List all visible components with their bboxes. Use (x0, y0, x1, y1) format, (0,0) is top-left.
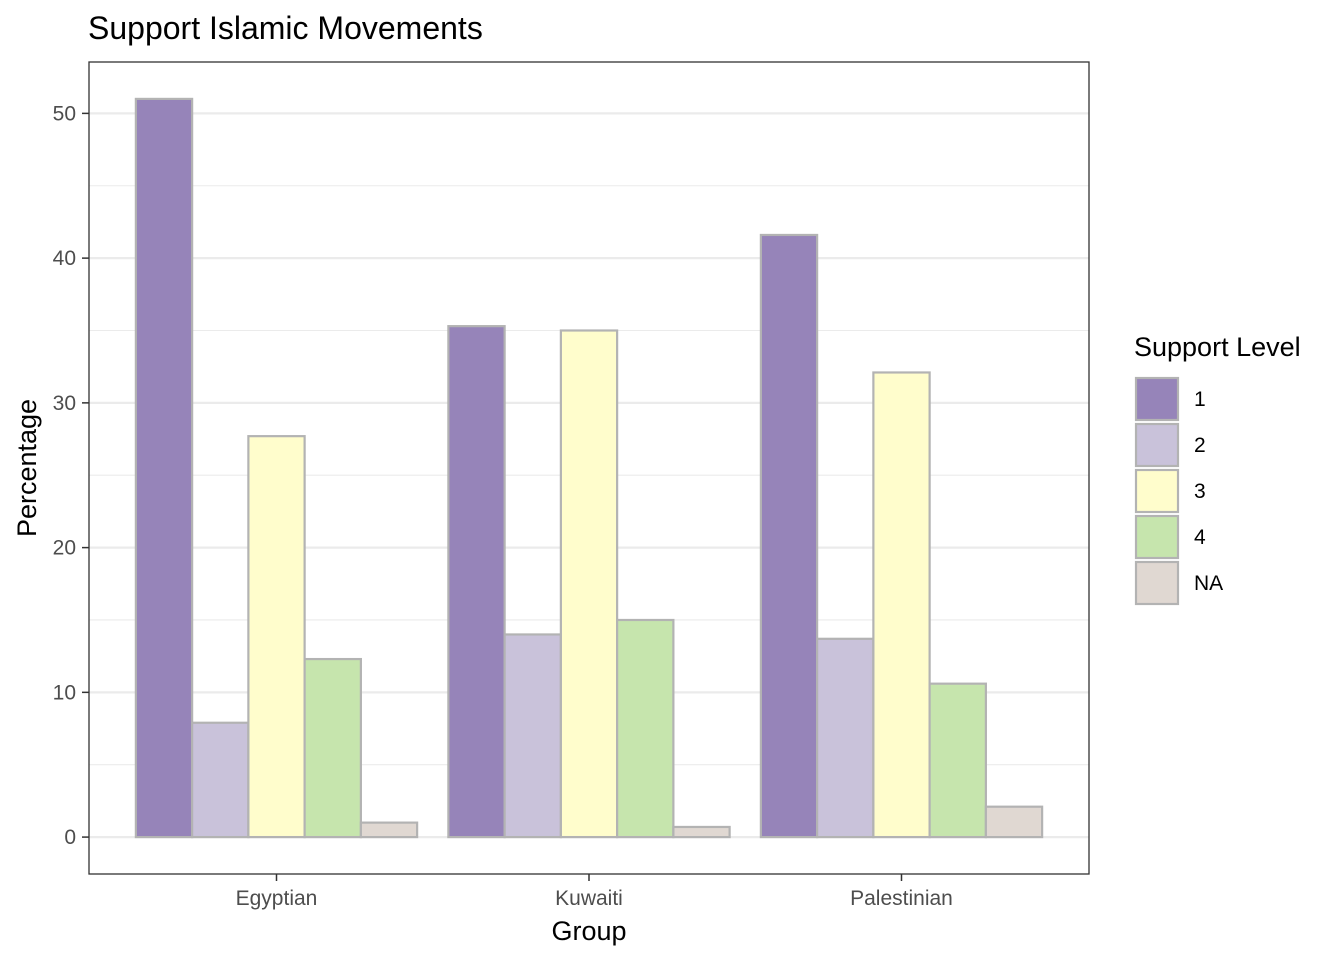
bar-palestinian-na (984, 805, 1044, 839)
bar-egyptian-na (359, 821, 419, 839)
legend-key-na (1134, 560, 1180, 606)
legend-key-1 (1134, 376, 1180, 422)
bar-kuwaiti-na (672, 825, 731, 839)
bar-egyptian-2 (191, 721, 250, 839)
bar-palestinian-4 (928, 682, 987, 839)
bars (134, 97, 1044, 839)
legend-title: Support Level (1134, 332, 1301, 362)
legend: 1 2 3 4 NA (1134, 376, 1223, 606)
legend-key-3 (1134, 468, 1180, 514)
bar-kuwaiti-1 (447, 325, 506, 839)
y-tick-label: 50 (53, 102, 76, 125)
y-tick-label: 30 (53, 392, 76, 415)
x-tick-label: Palestinian (850, 887, 953, 910)
bar-kuwaiti-2 (503, 633, 562, 839)
legend-key-4 (1134, 514, 1180, 560)
legend-label: NA (1194, 572, 1223, 595)
legend-label: 2 (1194, 434, 1206, 457)
x-axis: Egyptian Kuwaiti Palestinian (236, 874, 953, 910)
legend-key-2 (1134, 422, 1180, 468)
y-tick-label: 10 (53, 681, 76, 704)
y-tick-label: 0 (64, 826, 76, 849)
bar-egyptian-3 (247, 435, 306, 839)
x-axis-title: Group (551, 916, 626, 946)
y-tick-label: 20 (53, 537, 76, 560)
y-tick-label: 40 (53, 247, 76, 270)
legend-label: 1 (1194, 388, 1206, 411)
legend-label: 4 (1194, 526, 1206, 549)
bar-palestinian-3 (872, 371, 931, 839)
bar-egyptian-1 (134, 97, 194, 839)
y-axis-title: Percentage (12, 399, 42, 537)
bar-palestinian-2 (816, 637, 875, 839)
bar-palestinian-1 (759, 233, 819, 839)
x-tick-label: Egyptian (236, 887, 318, 910)
bar-kuwaiti-3 (559, 329, 619, 839)
y-axis: 0 10 20 30 40 50 (53, 102, 89, 849)
bar-kuwaiti-4 (616, 618, 675, 839)
legend-label: 3 (1194, 480, 1206, 503)
bar-egyptian-4 (303, 657, 362, 839)
x-tick-label: Kuwaiti (555, 887, 623, 910)
chart-title: Support Islamic Movements (88, 10, 483, 46)
